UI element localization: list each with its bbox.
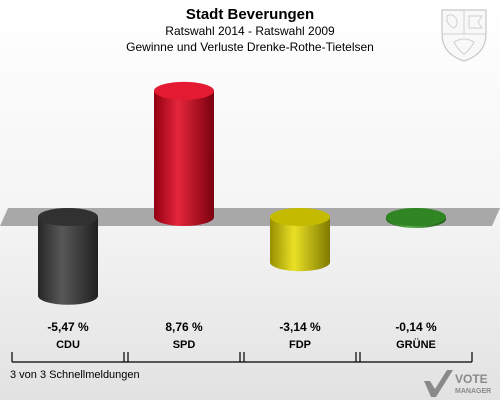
checkmark-icon [424,370,453,397]
value-label: -3,14 % [279,320,321,334]
zero-baseline-band [0,208,500,226]
value-label: -0,14 % [395,320,437,334]
bar-cdu [38,208,98,305]
chart-title: Stadt Beverungen [185,6,315,23]
category-label: CDU [56,339,80,351]
svg-text:VOTE: VOTE [455,372,488,386]
svg-text:MANAGER: MANAGER [455,388,491,395]
coat-of-arms-icon [441,9,487,62]
bar-spd [154,81,214,226]
value-label: -5,47 % [47,320,89,334]
chart-subtitle-district: Gewinne und Verluste Drenke-Rothe-Tietel… [126,40,374,54]
bar-grne [386,208,446,229]
category-label: FDP [289,339,311,351]
footer-note: 3 von 3 Schnellmeldungen [10,369,140,381]
bar-fdp [270,208,330,272]
category-label: SPD [173,339,196,351]
vote-manager-logo: VOTE MANAGER [424,370,491,397]
value-label: 8,76 % [165,320,203,334]
chart-subtitle-election: Ratswahl 2014 - Ratswahl 2009 [165,24,335,38]
category-label: GRÜNE [396,338,436,351]
